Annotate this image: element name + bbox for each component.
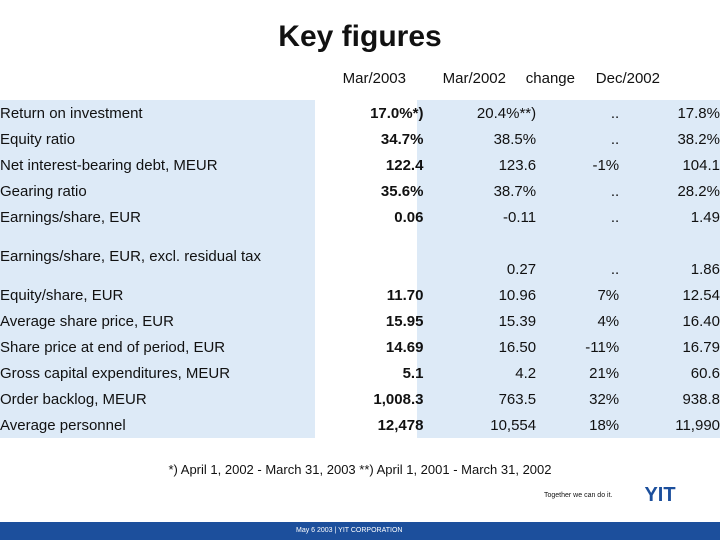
footnote: *) April 1, 2002 - March 31, 2003 **) Ap… bbox=[168, 462, 552, 477]
value-mar-2003 bbox=[302, 230, 423, 282]
value-mar-2002: 4.2 bbox=[515, 364, 537, 382]
row-label: Earnings/share, EUR bbox=[0, 208, 141, 226]
value-dec-2002: 38.2% bbox=[677, 130, 720, 148]
table-row: Average share price, EUR 15.95 15.39 4% … bbox=[0, 308, 720, 334]
value-change: 21% bbox=[589, 364, 620, 382]
table-row: Gross capital expenditures, MEUR 5.1 4.2… bbox=[0, 360, 720, 386]
column-header-mar-2003: Mar/2003 bbox=[342, 70, 406, 87]
row-label: Return on investment bbox=[0, 104, 143, 122]
value-change: 18% bbox=[589, 416, 620, 434]
value-change: -11% bbox=[585, 338, 620, 356]
value-mar-2003: 14.69 bbox=[385, 338, 424, 356]
table-row: Return on investment 17.0%*) 20.4%**) ..… bbox=[0, 100, 720, 126]
table-row: Order backlog, MEUR 1,008.3 763.5 32% 93… bbox=[0, 386, 720, 412]
row-label: Gearing ratio bbox=[0, 182, 87, 200]
tagline: Together we can do it. bbox=[544, 492, 613, 499]
value-dec-2002: 12.54 bbox=[682, 286, 720, 304]
value-mar-2003: 35.6% bbox=[380, 182, 424, 200]
value-change: .. bbox=[610, 130, 620, 148]
value-dec-2002: 1.49 bbox=[690, 208, 720, 226]
footer-text: May 6 2003 | YIT CORPORATION bbox=[296, 527, 403, 534]
value-mar-2002: 10,554 bbox=[490, 416, 537, 434]
value-mar-2003: 17.0%*) bbox=[370, 104, 424, 122]
key-figures-table: Return on investment 17.0%*) 20.4%**) ..… bbox=[0, 100, 720, 438]
row-label: Average personnel bbox=[0, 416, 126, 434]
value-mar-2003: 34.7% bbox=[380, 130, 424, 148]
column-header-change: change bbox=[525, 70, 575, 87]
value-dec-2002: 28.2% bbox=[677, 182, 720, 200]
value-mar-2003: 1,008.3 bbox=[373, 390, 424, 408]
row-label: Order backlog, MEUR bbox=[0, 390, 147, 408]
value-mar-2002: 20.4%**) bbox=[476, 104, 537, 122]
value-change: .. bbox=[610, 104, 620, 122]
value-mar-2003: 15.95 bbox=[385, 312, 424, 330]
value-mar-2003: 0.06 bbox=[394, 208, 424, 226]
value-mar-2003: 122.4 bbox=[385, 156, 424, 174]
table-row: Average personnel 12,478 10,554 18% 11,9… bbox=[0, 412, 720, 438]
value-dec-2002: 1.86 bbox=[690, 261, 720, 278]
table-row: Gearing ratio 35.6% 38.7% .. 28.2% bbox=[0, 178, 720, 204]
table-row: Net interest-bearing debt, MEUR 122.4 12… bbox=[0, 152, 720, 178]
value-mar-2002: -0.11 bbox=[503, 208, 537, 226]
value-change: .. bbox=[610, 261, 620, 278]
value-dec-2002: 60.6 bbox=[690, 364, 720, 382]
value-mar-2003: 5.1 bbox=[402, 364, 424, 382]
page-title: Key figures bbox=[278, 20, 442, 53]
value-mar-2002: 763.5 bbox=[498, 390, 537, 408]
table-row: Equity/share, EUR 11.70 10.96 7% 12.54 bbox=[0, 282, 720, 308]
value-mar-2002: 16.50 bbox=[498, 338, 537, 356]
value-dec-2002: 16.40 bbox=[682, 312, 720, 330]
value-mar-2002: 38.7% bbox=[493, 182, 537, 200]
value-dec-2002: 11,990 bbox=[675, 416, 720, 434]
value-change: -1% bbox=[592, 156, 620, 174]
yit-logo: YIT bbox=[644, 484, 675, 504]
value-change: .. bbox=[610, 182, 620, 200]
value-dec-2002: 104.1 bbox=[682, 156, 720, 174]
column-header-mar-2002: Mar/2002 bbox=[442, 70, 506, 87]
row-label: Average share price, EUR bbox=[0, 312, 174, 330]
value-dec-2002: 17.8% bbox=[677, 104, 720, 122]
value-dec-2002: 16.79 bbox=[682, 338, 720, 356]
value-mar-2002: 10.96 bbox=[498, 286, 537, 304]
value-mar-2002: 38.5% bbox=[493, 130, 537, 148]
row-label: Gross capital expenditures, MEUR bbox=[0, 364, 231, 382]
yit-logo-text: YIT bbox=[644, 484, 675, 504]
value-mar-2002: 0.27 bbox=[506, 261, 537, 278]
table-row: Share price at end of period, EUR 14.69 … bbox=[0, 334, 720, 360]
footer-bar: May 6 2003 | YIT CORPORATION bbox=[0, 522, 720, 540]
row-label: Net interest-bearing debt, MEUR bbox=[0, 156, 218, 174]
current-column-highlight bbox=[315, 65, 417, 438]
table-row: Earnings/share, EUR, excl. residual tax … bbox=[0, 230, 720, 282]
row-label: Earnings/share, EUR, excl. residual tax bbox=[0, 247, 261, 265]
table-row: Earnings/share, EUR 0.06 -0.11 .. 1.49 bbox=[0, 204, 720, 230]
value-change: 7% bbox=[597, 286, 620, 304]
column-header-dec-2002: Dec/2002 bbox=[595, 70, 660, 87]
value-change: .. bbox=[610, 208, 620, 226]
value-mar-2002: 123.6 bbox=[498, 156, 537, 174]
value-mar-2002: 15.39 bbox=[498, 312, 537, 330]
row-label: Share price at end of period, EUR bbox=[0, 338, 226, 356]
value-change: 4% bbox=[597, 312, 620, 330]
value-mar-2003: 12,478 bbox=[377, 416, 424, 434]
value-change: 32% bbox=[589, 390, 620, 408]
value-dec-2002: 938.8 bbox=[682, 390, 720, 408]
value-mar-2003: 11.70 bbox=[386, 286, 424, 304]
table-row: Equity ratio 34.7% 38.5% .. 38.2% bbox=[0, 126, 720, 152]
row-label: Equity ratio bbox=[0, 130, 76, 148]
row-label: Equity/share, EUR bbox=[0, 286, 124, 304]
